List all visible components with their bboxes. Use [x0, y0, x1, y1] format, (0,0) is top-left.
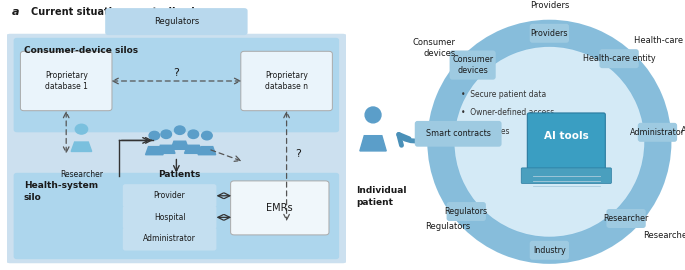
Text: Health-care entity: Health-care entity	[634, 36, 685, 45]
FancyBboxPatch shape	[231, 181, 329, 235]
FancyBboxPatch shape	[414, 121, 501, 147]
Text: Consumer
devices: Consumer devices	[413, 38, 456, 58]
Circle shape	[75, 124, 88, 134]
Text: Administrator: Administrator	[143, 234, 196, 244]
Circle shape	[454, 47, 645, 237]
FancyBboxPatch shape	[530, 241, 569, 260]
Polygon shape	[360, 136, 386, 151]
FancyBboxPatch shape	[14, 38, 339, 132]
Text: Current situation: centralized servers: Current situation: centralized servers	[31, 7, 238, 17]
Polygon shape	[71, 142, 92, 151]
Text: a: a	[12, 7, 19, 17]
Text: Health-care entity: Health-care entity	[583, 54, 656, 63]
Circle shape	[188, 130, 199, 139]
Text: Health-system
silo: Health-system silo	[24, 181, 98, 202]
FancyBboxPatch shape	[530, 24, 569, 43]
Text: Researcher: Researcher	[60, 170, 103, 179]
Text: Researcher: Researcher	[643, 231, 685, 240]
FancyBboxPatch shape	[14, 173, 339, 259]
FancyBboxPatch shape	[241, 51, 332, 111]
Text: EMRs: EMRs	[266, 203, 293, 213]
Circle shape	[175, 126, 185, 134]
Text: Regulators: Regulators	[425, 222, 471, 231]
Text: Consumer-device silos: Consumer-device silos	[24, 46, 138, 55]
FancyBboxPatch shape	[527, 113, 606, 171]
Text: •  Secure patient data: • Secure patient data	[461, 90, 547, 99]
Text: Smart contracts: Smart contracts	[426, 129, 490, 138]
FancyBboxPatch shape	[123, 206, 216, 229]
Text: •  Owner-defined access: • Owner-defined access	[461, 109, 554, 117]
FancyBboxPatch shape	[123, 184, 216, 207]
Text: ?: ?	[173, 68, 179, 78]
Polygon shape	[171, 141, 188, 149]
Text: Administrator: Administrator	[681, 126, 685, 135]
Polygon shape	[145, 147, 163, 155]
Text: Hospital: Hospital	[154, 213, 186, 222]
Text: ?: ?	[295, 149, 301, 159]
Polygon shape	[198, 147, 216, 155]
FancyBboxPatch shape	[5, 34, 347, 263]
Circle shape	[161, 130, 171, 139]
Text: Consumer
devices: Consumer devices	[452, 55, 493, 75]
Text: Regulators: Regulators	[153, 17, 199, 26]
Text: Providers: Providers	[530, 1, 569, 9]
FancyBboxPatch shape	[599, 49, 639, 68]
Text: Patients: Patients	[159, 170, 201, 179]
Circle shape	[365, 107, 381, 123]
Text: AI tools: AI tools	[544, 131, 588, 141]
Text: Researcher: Researcher	[603, 214, 649, 223]
Text: Proprietary
database 1: Proprietary database 1	[45, 70, 88, 92]
FancyBboxPatch shape	[521, 168, 612, 184]
Text: •  Incentives: • Incentives	[461, 127, 510, 136]
Wedge shape	[427, 20, 671, 264]
Text: Regulators: Regulators	[445, 207, 488, 216]
FancyBboxPatch shape	[123, 227, 216, 251]
Text: Industry: Industry	[533, 246, 566, 255]
FancyBboxPatch shape	[449, 50, 496, 80]
Text: Individual
patient: Individual patient	[356, 186, 407, 207]
FancyBboxPatch shape	[606, 209, 646, 228]
FancyBboxPatch shape	[638, 123, 677, 142]
Text: Provider: Provider	[153, 191, 186, 200]
Text: Proprietary
database n: Proprietary database n	[265, 70, 308, 92]
Polygon shape	[158, 145, 175, 153]
Polygon shape	[184, 145, 202, 153]
Circle shape	[201, 131, 212, 140]
FancyBboxPatch shape	[21, 51, 112, 111]
FancyBboxPatch shape	[447, 202, 486, 221]
Text: Providers: Providers	[531, 29, 568, 38]
Circle shape	[149, 131, 160, 140]
FancyBboxPatch shape	[105, 8, 247, 35]
Text: Administrator: Administrator	[630, 128, 685, 137]
